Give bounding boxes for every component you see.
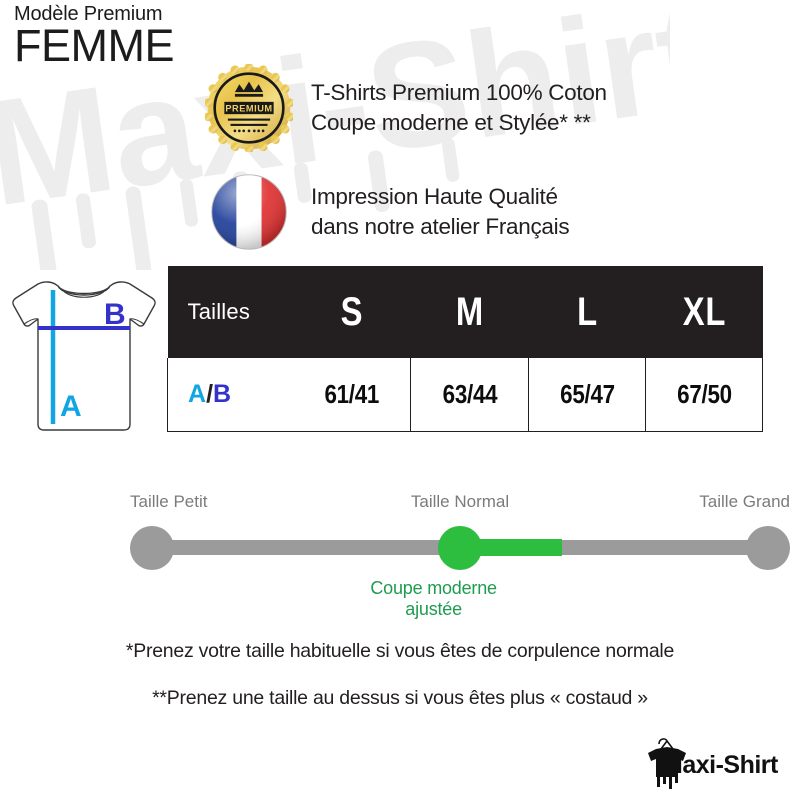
table-header-size-s: S [340, 289, 363, 334]
table-cell-xl: 67/50 [653, 358, 755, 432]
feature-french-line2: dans notre atelier Français [311, 214, 570, 239]
feature-french-line1: Impression Haute Qualité [311, 184, 558, 210]
feature-text-french: Impression Haute Qualité dans notre atel… [311, 182, 570, 241]
tshirt-label-a: A [60, 390, 82, 423]
size-table: Tailles S M L XL A/B 61/41 63/44 65/47 6… [167, 266, 763, 432]
footnotes: *Prenez votre taille habituelle si vous … [0, 640, 800, 710]
slider-caption-line1: Coupe moderne [370, 578, 497, 598]
feature-premium-line1: T-Shirts Premium 100% Coton [311, 80, 607, 106]
slider-label-large: Taille Grand [699, 492, 790, 511]
label-b: B [213, 380, 232, 408]
footnote-2: **Prenez une taille au dessus si vous êt… [152, 687, 648, 709]
feature-row-french: Impression Haute Qualité dans notre atel… [205, 160, 607, 264]
slider-caption-line2: ajustée [405, 599, 462, 620]
feature-text-premium: T-Shirts Premium 100% Coton Coupe modern… [311, 78, 607, 137]
slider-knob-large[interactable] [746, 526, 790, 570]
slider-knob-small[interactable] [130, 526, 174, 570]
table-cell-l: 65/47 [536, 358, 638, 432]
page-subtitle: Modèle Premium [14, 3, 163, 25]
footnote-1: *Prenez votre taille habituelle si vous … [125, 640, 675, 662]
slider-caption: Coupe moderne ajustée [104, 578, 764, 620]
table-cell-m: 63/44 [418, 358, 521, 432]
premium-badge-icon: PREMIUM [205, 64, 293, 152]
table-header-row: Tailles S M L XL [167, 266, 763, 358]
french-flag-icon [205, 168, 293, 256]
label-a: A [188, 380, 207, 408]
feature-row-premium: PREMIUM T-Shirts Premium 100% Coton Co [205, 56, 607, 160]
brand-logo-text: Maxi-Shirt [662, 751, 779, 779]
page-title: FEMME [14, 20, 175, 71]
slider-labels: Taille Petit Taille Normal Taille Grand [130, 492, 790, 516]
feature-premium-line2: Coupe moderne et Stylée* ** [311, 110, 591, 135]
table-header-size-xl: XL [682, 289, 726, 334]
tshirt-label-b: B [104, 298, 126, 331]
table-header-size-l: L [576, 289, 598, 334]
table-header-tailles: Tailles [187, 299, 251, 324]
brand-logo: Maxi-Shirt [634, 734, 786, 792]
table-row: A/B 61/41 63/44 65/47 67/50 [167, 358, 763, 432]
page-title-block: Modèle Premium FEMME [14, 3, 175, 71]
premium-badge-label: PREMIUM [225, 103, 272, 113]
label-separator: / [206, 380, 214, 408]
table-header-size-m: M [455, 289, 484, 334]
slider-label-small: Taille Petit [130, 492, 208, 511]
slider-knob-normal[interactable] [438, 526, 482, 570]
tshirt-diagram: A B [8, 272, 160, 444]
feature-list: PREMIUM T-Shirts Premium 100% Coton Co [205, 56, 607, 264]
slider-label-normal: Taille Normal [410, 492, 510, 511]
slider-track-wrap[interactable] [130, 526, 790, 570]
fit-slider: Taille Petit Taille Normal Taille Grand … [130, 492, 790, 619]
table-cell-s: 61/41 [300, 358, 403, 432]
table-row-label-ab: A/B [167, 358, 293, 432]
